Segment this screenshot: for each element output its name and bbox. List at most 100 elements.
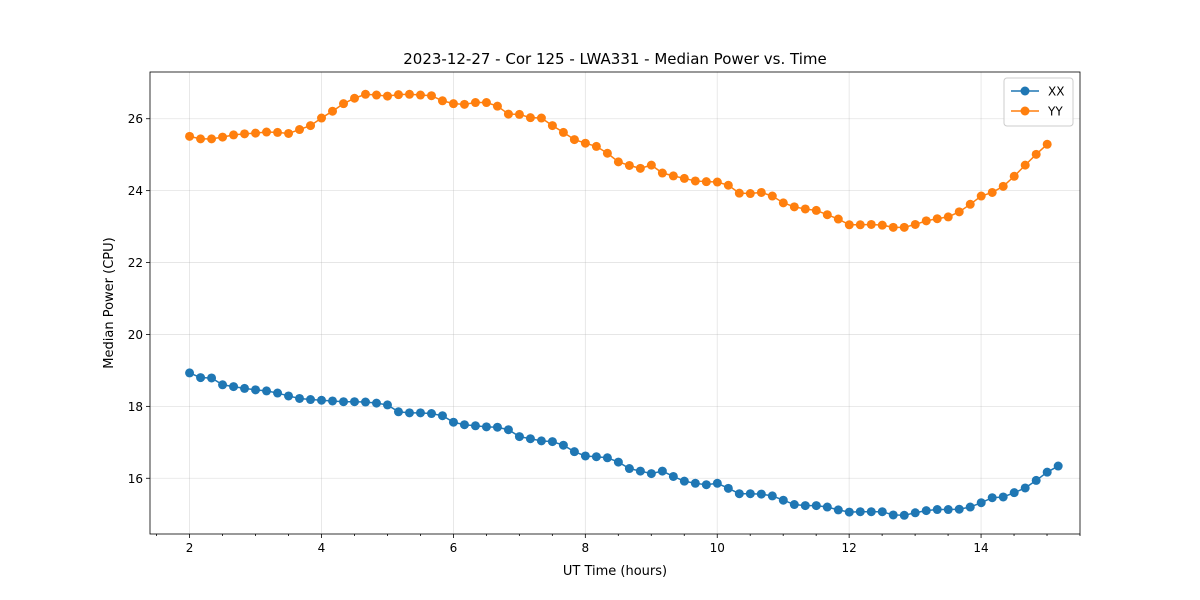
series-xx-point-69	[943, 505, 953, 515]
series-xx-point-47	[701, 480, 711, 490]
series-xx-point-75	[1009, 488, 1019, 498]
series-xx-point-38	[602, 453, 612, 463]
y-tick-label-4: 24	[128, 184, 143, 198]
series-yy-point-1	[196, 134, 206, 144]
chart-title: 2023-12-27 - Cor 125 - LWA331 - Median P…	[403, 50, 827, 68]
series-yy-point-70	[954, 207, 964, 217]
series-yy-point-46	[690, 176, 700, 186]
series-layer	[185, 89, 1063, 520]
series-xx-point-3	[218, 380, 228, 390]
series-xx-point-51	[745, 489, 755, 499]
series-yy-point-26	[470, 98, 480, 108]
series-yy-point-74	[998, 181, 1008, 191]
series-xx-point-37	[591, 452, 601, 462]
series-xx-point-31	[525, 434, 535, 444]
series-yy-point-68	[932, 214, 942, 224]
series-xx-point-16	[361, 397, 370, 407]
series-xx-point-52	[756, 489, 766, 499]
series-yy-point-33	[547, 121, 557, 131]
series-yy-point-7	[262, 127, 272, 137]
series-yy-point-21	[415, 90, 425, 100]
series-xx-point-70	[954, 504, 964, 514]
series-yy-point-75	[1009, 171, 1019, 181]
series-xx-point-30	[514, 432, 524, 442]
series-yy-point-34	[558, 127, 568, 137]
series-xx-point-15	[350, 397, 359, 407]
series-yy-point-73	[987, 187, 997, 197]
series-yy-point-49	[723, 180, 733, 190]
series-yy-point-72	[976, 191, 986, 201]
series-xx-point-10	[295, 393, 305, 403]
series-xx-point-42	[646, 469, 656, 479]
series-yy-point-13	[328, 106, 338, 116]
series-xx-point-2	[207, 373, 217, 383]
x-tick-label-1: 4	[318, 541, 326, 555]
series-xx-point-40	[624, 464, 634, 474]
x-tick-label-5: 12	[842, 541, 857, 555]
series-xx-point-21	[415, 408, 425, 418]
series-yy-point-5	[240, 129, 250, 139]
series-xx-point-67	[921, 506, 931, 516]
series-yy-point-32	[536, 113, 546, 123]
series-xx-point-57	[811, 501, 821, 511]
y-tick-label-1: 18	[128, 400, 143, 414]
y-tick-label-2: 20	[128, 328, 143, 342]
series-yy-point-35	[569, 135, 579, 145]
series-yy-point-4	[229, 130, 239, 140]
series-xx-point-26	[470, 421, 480, 431]
series-yy-point-62	[866, 219, 876, 229]
series-xx-point-0	[185, 368, 195, 378]
x-tick-label-3: 8	[581, 541, 589, 555]
series-yy	[185, 89, 1052, 232]
series-xx-point-17	[371, 398, 381, 408]
series-xx-point-49	[723, 483, 733, 493]
series-yy-point-77	[1031, 149, 1041, 159]
series-xx-point-45	[679, 476, 689, 486]
series-yy-point-39	[613, 157, 623, 167]
series-yy-point-52	[756, 187, 766, 197]
series-xx-point-18	[382, 400, 392, 410]
series-xx-point-29	[503, 425, 513, 435]
series-xx-point-62	[866, 507, 876, 517]
series-yy-point-31	[525, 113, 535, 123]
series-yy-point-76	[1020, 160, 1030, 170]
series-yy-point-22	[426, 91, 436, 101]
series-yy-point-41	[635, 163, 645, 173]
x-tick-label-6: 14	[973, 541, 988, 555]
series-yy-point-6	[251, 128, 261, 138]
series-yy-point-66	[910, 219, 920, 229]
legend-yy-marker	[1020, 106, 1030, 116]
series-yy-point-61	[855, 220, 865, 230]
legend-xx-label: XX	[1048, 85, 1064, 99]
series-xx-point-50	[734, 489, 744, 499]
series-yy-point-51	[745, 189, 755, 199]
series-yy-point-56	[800, 204, 810, 214]
series-xx-point-5	[240, 383, 250, 393]
series-yy-point-27	[481, 98, 491, 108]
legend: XX YY	[1003, 77, 1074, 127]
series-xx-point-27	[481, 422, 491, 432]
series-yy-point-54	[778, 198, 788, 208]
series-xx-point-23	[437, 411, 447, 421]
series-yy-point-11	[306, 121, 316, 131]
series-xx-point-1	[196, 373, 206, 383]
y-tick-label-0: 16	[128, 472, 143, 486]
x-tick-label-0: 2	[186, 541, 194, 555]
y-axis-label: Median Power (CPU)	[102, 237, 117, 368]
series-xx-point-48	[712, 478, 722, 488]
series-yy-point-67	[921, 216, 931, 226]
series-yy-point-14	[339, 99, 349, 109]
series-xx-point-32	[536, 436, 546, 446]
series-yy-point-64	[888, 222, 898, 232]
series-yy-point-63	[877, 220, 887, 230]
series-yy-point-47	[701, 177, 711, 187]
series-xx-point-13	[328, 396, 338, 406]
series-yy-point-8	[273, 127, 283, 137]
series-yy-point-58	[822, 210, 832, 220]
series-yy-point-25	[459, 99, 469, 109]
series-xx-point-8	[273, 388, 283, 398]
series-xx-point-43	[657, 466, 667, 476]
series-xx-point-28	[492, 422, 502, 432]
series-yy-point-38	[602, 148, 612, 158]
